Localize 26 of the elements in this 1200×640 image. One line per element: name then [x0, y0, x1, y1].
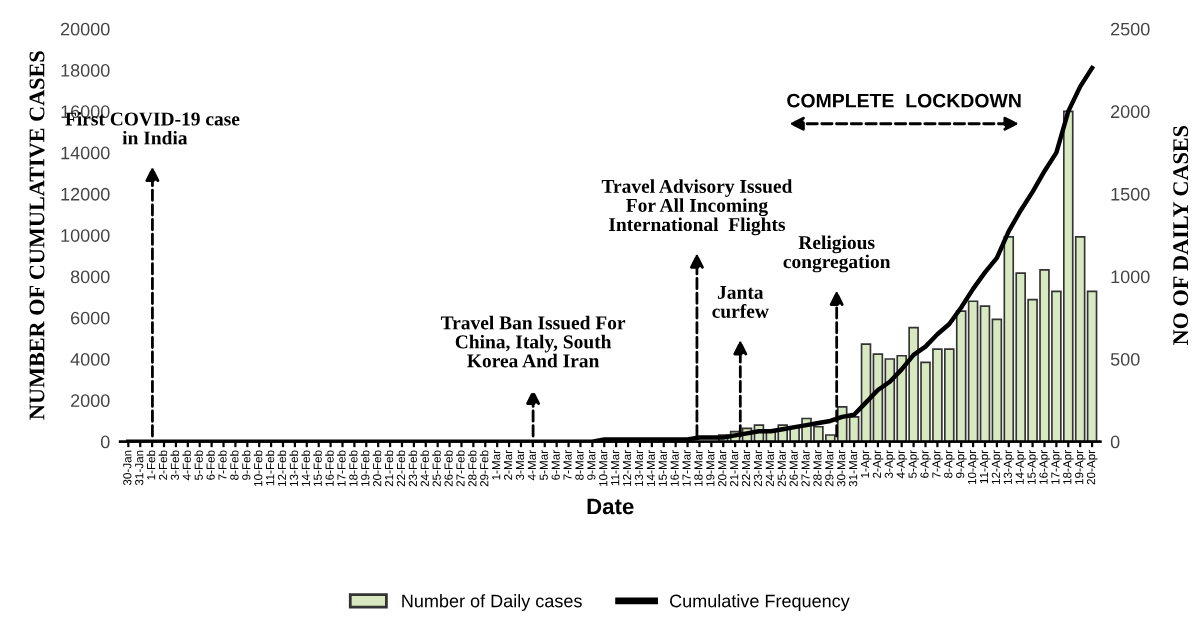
- annotation: Travel Advisory Issued For All Incoming International Flights: [601, 179, 793, 236]
- y-axis-title: NUMBER OF CUMULATIVE CASES: [29, 51, 45, 420]
- annotation: Janta curfew: [712, 286, 769, 318]
- legend-label: Cumulative Frequency: [670, 594, 850, 611]
- annotation: COMPLETE LOCKDOWN: [787, 93, 1021, 108]
- y2-tick-label: 1500: [1111, 187, 1150, 201]
- x-axis-title: Date: [587, 498, 634, 515]
- y2-tick-label: 2000: [1111, 105, 1150, 119]
- annotation: Religious congregation: [783, 235, 891, 273]
- y-tick-label: 8000: [70, 270, 110, 284]
- y2-axis-title: NO OF DAILY CASES: [1173, 125, 1189, 345]
- annotation: Travel Ban Issued For China, Italy, South Korea And Iran: [440, 315, 626, 368]
- y2-tick-label: 0: [1110, 435, 1120, 449]
- y-tick-label: 0: [100, 435, 110, 449]
- y2-tick-label: 500: [1110, 352, 1140, 366]
- y-tick-label: 2000: [71, 394, 110, 408]
- y-tick-label: 18000: [61, 64, 110, 77]
- legend-label: Number of Daily cases: [402, 594, 582, 611]
- y-tick-label: 4000: [70, 352, 110, 366]
- y2-tick-label: 1000: [1111, 270, 1150, 284]
- y-tick-label: 14000: [61, 146, 110, 160]
- y-tick-label: 6000: [71, 311, 110, 325]
- y-tick-label: 20000: [60, 22, 110, 36]
- y-tick-label: 10000: [61, 229, 110, 242]
- y-tick-label: 12000: [61, 187, 110, 201]
- y2-tick-label: 2500: [1111, 22, 1150, 36]
